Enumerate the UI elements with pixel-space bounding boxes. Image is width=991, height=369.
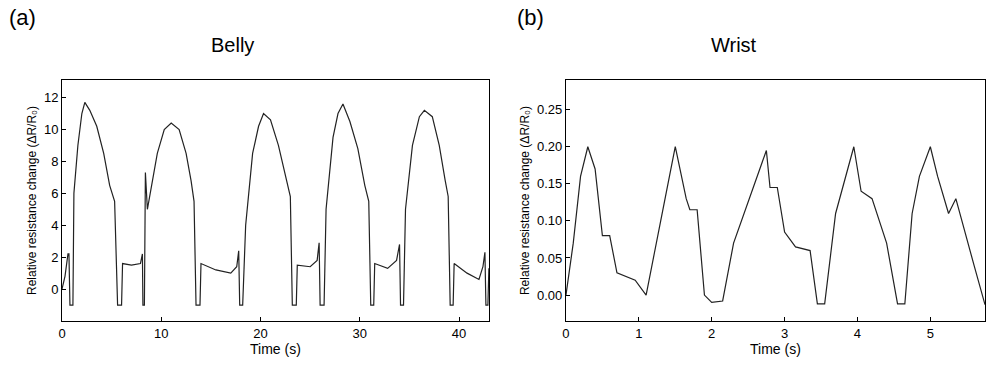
svg-text:(b): (b) [517, 5, 544, 30]
svg-text:3: 3 [781, 326, 788, 341]
svg-text:Time (s): Time (s) [250, 341, 301, 357]
svg-text:0.20: 0.20 [537, 139, 562, 154]
svg-text:5: 5 [927, 326, 934, 341]
svg-text:20: 20 [253, 326, 267, 341]
svg-text:2: 2 [51, 250, 58, 265]
svg-text:Relative resistance change (ΔR: Relative resistance change (ΔR/R₀) [518, 106, 532, 295]
svg-text:0: 0 [58, 326, 65, 341]
svg-text:40: 40 [452, 326, 466, 341]
svg-text:8: 8 [51, 154, 58, 169]
svg-text:10: 10 [154, 326, 168, 341]
svg-text:(a): (a) [9, 5, 36, 30]
svg-text:Time (s): Time (s) [750, 341, 801, 357]
svg-text:Relative resistance change (ΔR: Relative resistance change (ΔR/R₀) [25, 106, 39, 295]
svg-text:4: 4 [51, 218, 58, 233]
svg-text:2: 2 [708, 326, 715, 341]
svg-text:0.15: 0.15 [537, 176, 562, 191]
svg-text:0: 0 [562, 326, 569, 341]
svg-text:Belly: Belly [211, 34, 254, 56]
svg-text:4: 4 [854, 326, 861, 341]
svg-text:12: 12 [44, 90, 58, 105]
svg-text:6: 6 [51, 186, 58, 201]
svg-text:30: 30 [353, 326, 367, 341]
svg-text:0.00: 0.00 [537, 288, 562, 303]
svg-text:Wrist: Wrist [711, 34, 757, 56]
svg-text:10: 10 [44, 122, 58, 137]
svg-text:0.10: 0.10 [537, 213, 562, 228]
svg-text:0.05: 0.05 [537, 251, 562, 266]
svg-text:1: 1 [635, 326, 642, 341]
svg-text:0.25: 0.25 [537, 102, 562, 117]
svg-text:0: 0 [51, 282, 58, 297]
